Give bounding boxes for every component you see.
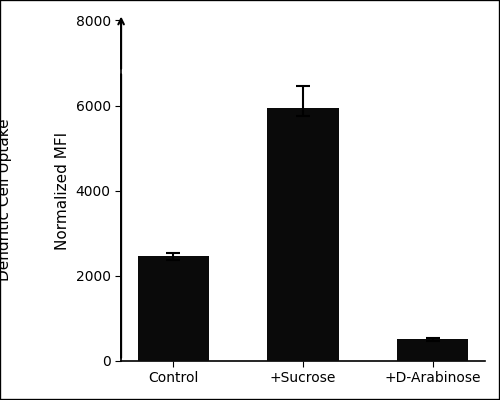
- Y-axis label: Normalized MFI: Normalized MFI: [55, 132, 70, 250]
- Bar: [138, 256, 209, 360]
- Text: Dendritic Cell Uptake: Dendritic Cell Uptake: [0, 119, 12, 281]
- Bar: [268, 108, 338, 360]
- Bar: [397, 339, 468, 360]
